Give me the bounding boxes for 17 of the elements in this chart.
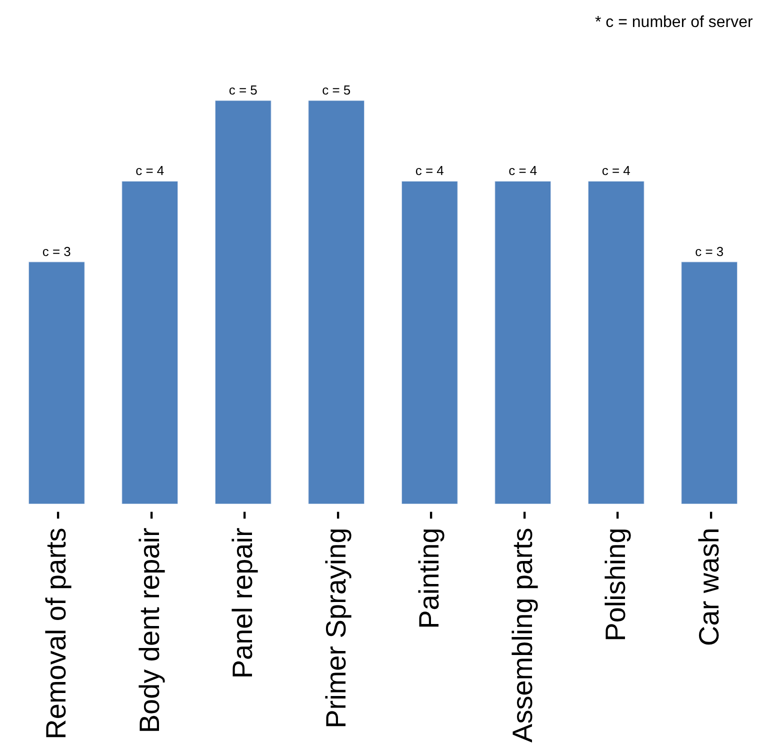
data-label: c = 5 — [228, 82, 258, 98]
x-tick-label: Body dent repair - — [134, 510, 165, 734]
data-label: c = 4 — [602, 163, 630, 178]
data-label: c = 4 — [136, 163, 164, 178]
data-label: c = 4 — [508, 163, 538, 178]
x-tick-label: Assembling parts - — [506, 510, 538, 742]
x-tick-label: Polishing - — [600, 510, 632, 642]
x-tick-label: Primer Spraying - — [320, 510, 352, 728]
data-label: c = 3 — [42, 244, 71, 259]
x-tick-label: Panel repair - — [227, 510, 258, 679]
x-tick-label: Car wash - — [693, 510, 724, 646]
text: * c = number of server — [595, 14, 754, 31]
data-label: c = 4 — [415, 163, 444, 178]
data-label: c = 3 — [695, 244, 724, 259]
x-tick-label: Painting - — [414, 510, 445, 629]
x-tick-label: Removal of parts - — [40, 510, 72, 740]
data-label: c = 5 — [322, 82, 351, 98]
